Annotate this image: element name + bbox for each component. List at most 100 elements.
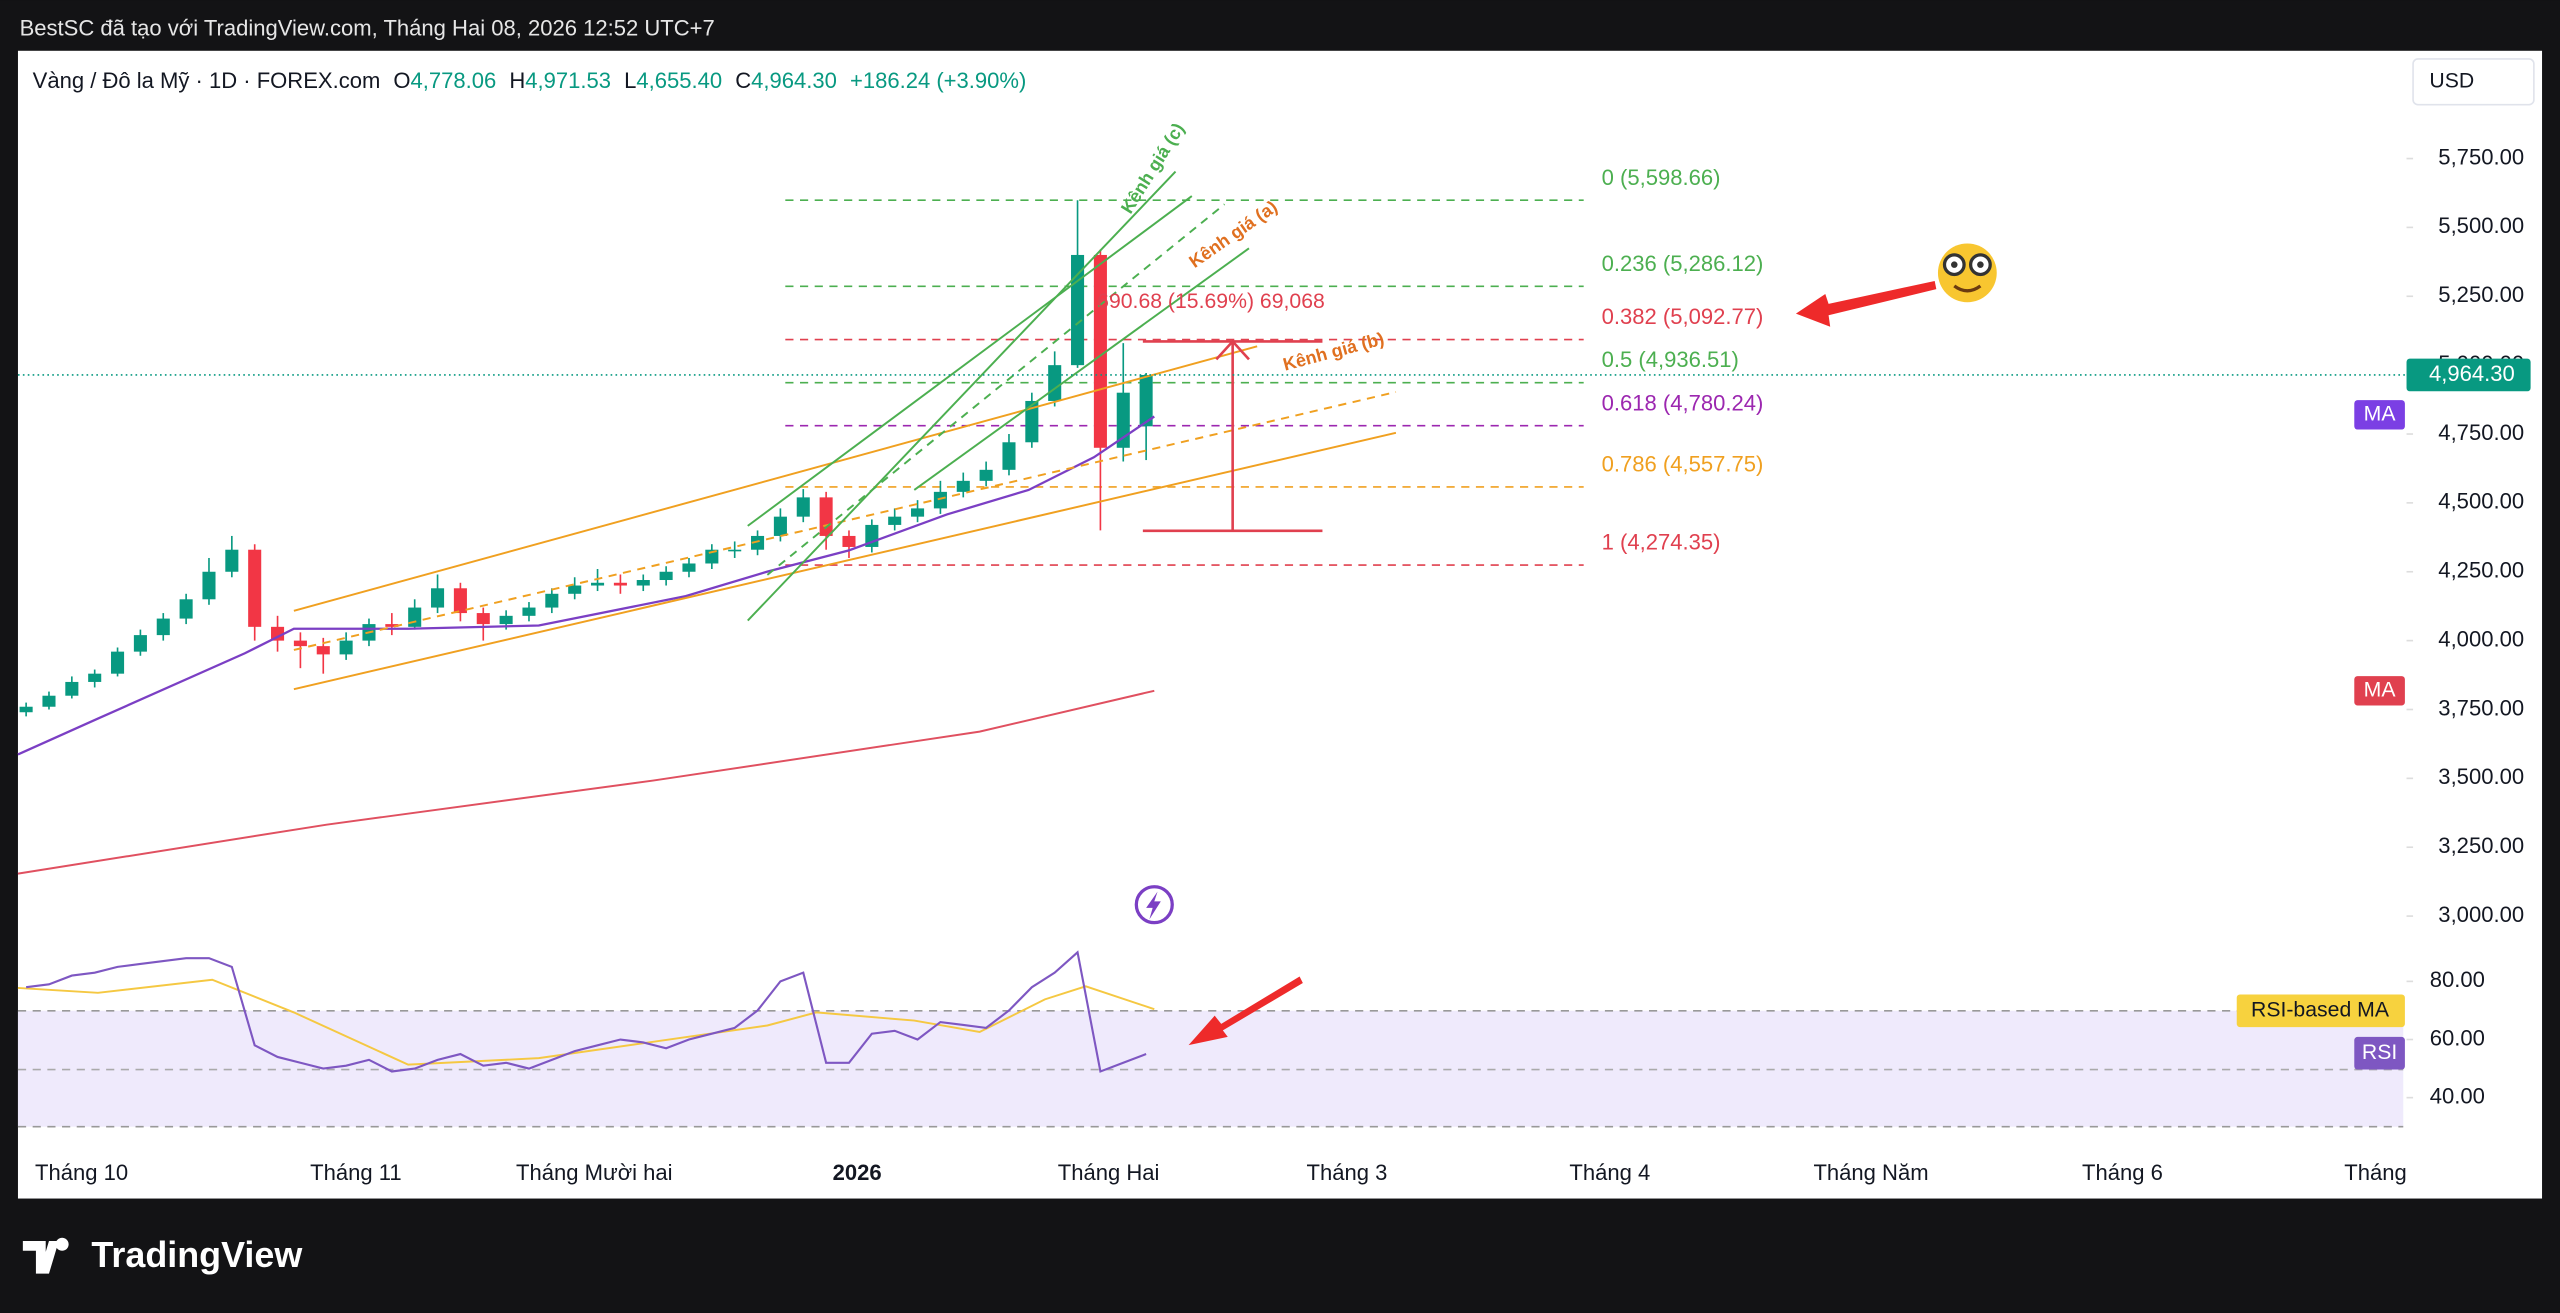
- candle-body: [705, 549, 719, 564]
- chart-panel: [17, 50, 2543, 1199]
- last-price-badge: [2406, 358, 2531, 392]
- candle-body: [476, 613, 490, 625]
- legend-key: O: [393, 68, 410, 93]
- legend-key: L: [624, 68, 636, 93]
- candle-body: [42, 695, 56, 707]
- legend: Vàng / Đô la Mỹ · 1D · FOREX.com O4,778.0…: [33, 68, 1027, 93]
- fib-label: 0.618 (4,780.24): [1602, 390, 1764, 415]
- candle-body: [408, 607, 422, 627]
- candle-body: [316, 646, 330, 655]
- rsi-badge: [2354, 1036, 2405, 1070]
- rsi-tick-label: 60.00: [2430, 1025, 2485, 1050]
- ma-slow-line: [17, 689, 1155, 875]
- candle-body: [385, 624, 399, 627]
- candle-body: [156, 618, 170, 636]
- time-label: Tháng 6: [2082, 1160, 2163, 1185]
- fib-label: 0.786 (4,557.75): [1602, 452, 1764, 477]
- candle-body: [293, 640, 307, 647]
- candle-body: [339, 640, 353, 655]
- candle-body: [1048, 365, 1062, 401]
- rsi-badge-label: RSI: [2362, 1041, 2397, 1064]
- price-tick-label: 4,750.00: [2438, 420, 2524, 445]
- candle-body: [179, 599, 193, 619]
- legend-key: H: [509, 68, 525, 93]
- candle-body: [1071, 254, 1085, 366]
- rsi-group: 80.00 60.00 40.00: [25, 950, 2485, 1108]
- time-label: 2026: [833, 1160, 882, 1185]
- candle-body: [225, 549, 239, 572]
- candle-body: [65, 681, 79, 696]
- emoji: [1937, 243, 1997, 303]
- candle-body: [545, 593, 559, 608]
- price-tick-label: 3,250.00: [2438, 833, 2524, 858]
- candle-body: [591, 582, 605, 586]
- price-tick-label: 5,500.00: [2438, 213, 2524, 238]
- price-tick-label: 5,250.00: [2438, 282, 2524, 307]
- fib-label: 0 (5,598.66): [1602, 165, 1721, 190]
- time-label: Tháng Mười hai: [516, 1160, 673, 1185]
- topbar-text: BestSC đã tạo với TradingView.com, Tháng…: [20, 15, 715, 40]
- time-label: Tháng 4: [1569, 1160, 1650, 1185]
- candle-body: [956, 480, 970, 492]
- price-tick-label: 4,500.00: [2438, 489, 2524, 514]
- last-price-label: 4,964.30: [2429, 361, 2515, 386]
- price-tick-label: 3,000.00: [2438, 902, 2524, 927]
- time-label: Tháng Hai: [1058, 1160, 1160, 1185]
- price-tick-label: 4,000.00: [2438, 626, 2524, 651]
- candle-body: [111, 651, 125, 674]
- candle-body: [728, 549, 742, 552]
- rsi-tick-label: 80.00: [2430, 967, 2485, 992]
- legend-change: +186.24 (+3.90%): [850, 68, 1026, 93]
- candle-body: [819, 497, 833, 536]
- candle-body: [19, 706, 33, 713]
- candle-body: [431, 588, 445, 608]
- currency-button[interactable]: [2412, 58, 2535, 106]
- ma-badge: [2354, 400, 2405, 430]
- candle-body: [1025, 400, 1039, 443]
- footer-logo: [22, 1237, 69, 1274]
- candle-body: [636, 580, 650, 586]
- legend-value: 4,964.30: [751, 68, 837, 93]
- candle-body: [453, 588, 467, 614]
- price-tick-label: 5,750.00: [2438, 144, 2524, 169]
- alert-icon[interactable]: [1134, 885, 1174, 925]
- rsi-line: [25, 950, 1147, 1073]
- legend-key: C: [735, 68, 751, 93]
- legend-symbol: Vàng / Đô la Mỹ · 1D · FOREX.com: [33, 68, 381, 93]
- time-label: Tháng 11: [310, 1160, 401, 1185]
- ma-badge-label: MA: [2364, 402, 2397, 425]
- price-tick-label: 4,250.00: [2438, 558, 2524, 583]
- candle-body: [751, 535, 765, 550]
- time-label: Tháng: [2344, 1160, 2406, 1185]
- candle-body: [522, 607, 536, 616]
- ma-fast-line: [17, 415, 1155, 756]
- candle-body: [202, 571, 216, 600]
- time-label: Tháng Năm: [1813, 1160, 1928, 1185]
- candle-body: [842, 535, 856, 547]
- candle-body: [796, 497, 810, 517]
- channels: [293, 170, 1397, 691]
- candle-body: [133, 635, 147, 652]
- candle-body: [979, 469, 993, 481]
- candle-body: [271, 626, 285, 641]
- currency-label[interactable]: USD: [2429, 69, 2474, 92]
- candle-body: [911, 508, 925, 517]
- measure-tool: [1142, 339, 1323, 533]
- candle-body: [613, 582, 627, 586]
- legend-value: 4,778.06: [411, 68, 497, 93]
- legend-value: 4,655.40: [636, 68, 722, 93]
- ma-badge-label: MA: [2364, 678, 2397, 701]
- rsi-ma-badge: [2236, 994, 2405, 1028]
- plot: 5,750.005,500.005,250.005,000.004,750.00…: [19, 144, 2524, 927]
- fib-label: 0.382 (5,092.77): [1602, 304, 1764, 329]
- time-label: Tháng 3: [1307, 1160, 1388, 1185]
- arrow: [1188, 976, 1303, 1046]
- candle-body: [248, 549, 262, 627]
- fib-label: 1 (4,274.35): [1602, 530, 1721, 555]
- candle-body: [1139, 374, 1153, 427]
- fib-label: 0.236 (5,286.12): [1602, 251, 1764, 276]
- footer-text: TradingView: [91, 1234, 302, 1275]
- candle-body: [773, 516, 787, 536]
- candle-body: [682, 563, 696, 572]
